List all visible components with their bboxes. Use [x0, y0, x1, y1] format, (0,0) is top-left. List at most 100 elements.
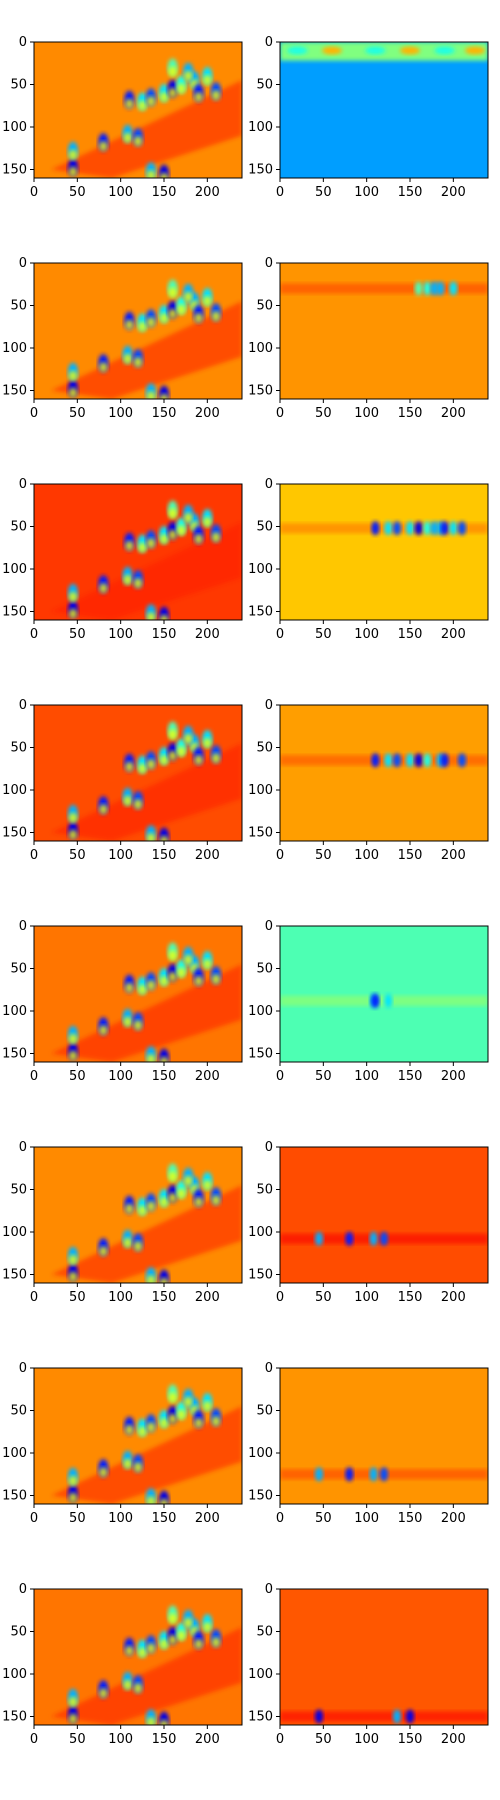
- heatmap-background: [280, 1368, 488, 1504]
- x-tick-label: 150: [152, 627, 177, 642]
- heatmap-blob-halo-0: [69, 1050, 77, 1061]
- heatmap-blob-halo-5: [125, 540, 134, 551]
- heatmap-blob-halo-7: [147, 538, 155, 549]
- y-tick-label: 150: [248, 826, 273, 841]
- heatmap-blob-halo-17: [147, 391, 155, 399]
- x-tick-label: 0: [276, 1069, 284, 1084]
- heatmap-blob-halo-4: [134, 1683, 142, 1694]
- heatmap-blob-halo-5: [125, 1645, 134, 1656]
- x-tick-label: 100: [108, 1069, 133, 1084]
- y-tick-label: 150: [2, 1710, 27, 1725]
- heatmap-blob-halo-8: [160, 755, 168, 765]
- y-tick-label: 100: [248, 1225, 273, 1240]
- x-tick-label: 200: [195, 1290, 220, 1305]
- heatmap-blob-halo-9: [168, 750, 177, 761]
- heatmap-blob-halo-6: [138, 1205, 147, 1216]
- heatmap-blob-halo-13: [203, 738, 212, 748]
- panel-r4-c1: 0 50 100 150 200 0 50 100 150: [248, 919, 489, 1084]
- heatmap-blob-halo-2: [99, 141, 108, 152]
- heatmap-blob-halo-16: [184, 291, 193, 302]
- x-tick-label: 100: [354, 1069, 379, 1084]
- heatmap-blob-halo-8: [160, 92, 168, 102]
- heatmap-band-blob-4: [414, 521, 423, 536]
- heatmap-band-blob-2: [384, 993, 393, 1008]
- panel-r2-c0: 0 50 100 150 200 0 50 100 150: [2, 477, 243, 642]
- x-tick-label: 150: [152, 1069, 177, 1084]
- x-tick-label: 200: [441, 1290, 466, 1305]
- y-tick-label: 0: [19, 35, 27, 50]
- heatmap-strip-spot-5: [465, 46, 485, 55]
- y-tick-label: 100: [2, 1446, 27, 1461]
- x-tick-label: 100: [354, 1511, 379, 1526]
- heatmap-band-blob-2: [449, 281, 458, 296]
- panel-r7-c1: 0 50 100 150 200 0 50 100 150: [248, 1582, 489, 1747]
- y-tick-label: 100: [248, 341, 273, 356]
- heatmap-blob-halo-13: [203, 959, 212, 969]
- heatmap-blob-halo-10: [177, 967, 186, 978]
- heatmap-band-blob-1: [345, 1231, 354, 1246]
- x-tick-label: 200: [195, 1732, 220, 1747]
- x-tick-label: 50: [315, 406, 332, 421]
- y-tick-label: 0: [19, 1140, 27, 1155]
- heatmap-blob-halo-13: [203, 1622, 212, 1632]
- x-tick-label: 50: [69, 848, 86, 863]
- heatmap-blob-halo-3: [123, 1458, 132, 1469]
- heatmap-band-blob-5: [423, 753, 432, 768]
- x-tick-label: 50: [69, 185, 86, 200]
- y-tick-label: 100: [248, 1446, 273, 1461]
- y-tick-label: 100: [2, 1004, 27, 1019]
- heatmap-blob-halo-14: [212, 974, 220, 985]
- heatmap-blob-halo-4: [134, 578, 142, 589]
- x-tick-label: 150: [398, 185, 423, 200]
- axes-frame: [33, 1367, 243, 1505]
- heatmap-blob-halo-18: [160, 1056, 168, 1062]
- x-tick-label: 50: [69, 406, 86, 421]
- heatmap-blob-halo-12: [194, 976, 203, 986]
- heatmap-blob-halo-4: [134, 1241, 142, 1252]
- heatmap-blob-halo-6: [138, 1647, 147, 1658]
- y-tick-label: 0: [19, 919, 27, 934]
- heatmap-image: [280, 1589, 488, 1725]
- heatmap-blob-halo-0: [69, 1492, 77, 1503]
- heatmap-blob-halo-0: [69, 1271, 77, 1282]
- heatmap-blob-halo-7: [147, 96, 155, 107]
- y-tick-label: 50: [10, 520, 27, 535]
- heatmap-image: [34, 42, 242, 178]
- y-tick-label: 0: [19, 1361, 27, 1376]
- heatmap-blob-halo-15: [168, 66, 177, 77]
- heatmap-blob-halo-2: [99, 804, 108, 815]
- heatmap-blob-halo-10: [177, 525, 186, 536]
- heatmap-blob-halo-6: [138, 542, 147, 553]
- x-tick-label: 200: [441, 848, 466, 863]
- axes-frame: [279, 483, 489, 621]
- x-tick-label: 50: [69, 1511, 86, 1526]
- x-tick-label: 150: [152, 1732, 177, 1747]
- heatmap-blob-halo-12: [194, 534, 203, 544]
- heatmap-blob-halo-0: [69, 829, 77, 840]
- y-tick-label: 0: [265, 919, 273, 934]
- heatmap-image: [34, 263, 242, 399]
- panel-r0-c1: 0 50 100 150 200 0 50 100 150: [248, 35, 489, 200]
- heatmap-band-blob-1: [436, 281, 445, 296]
- y-tick-label: 100: [2, 1667, 27, 1682]
- y-tick-label: 50: [10, 1625, 27, 1640]
- heatmap-blob-halo-7: [147, 1643, 155, 1654]
- heatmap-blob-halo-17: [147, 1496, 155, 1504]
- heatmap-blob-halo-1: [69, 370, 77, 381]
- heatmap-blob-halo-17: [147, 1054, 155, 1062]
- x-tick-label: 50: [69, 1290, 86, 1305]
- y-tick-label: 100: [248, 1004, 273, 1019]
- x-tick-label: 200: [441, 1732, 466, 1747]
- heatmap-blob-halo-8: [160, 976, 168, 986]
- heatmap-blob-halo-17: [147, 1717, 155, 1725]
- x-tick-label: 150: [398, 406, 423, 421]
- heatmap-blob-halo-7: [147, 1201, 155, 1212]
- heatmap-image: [280, 263, 488, 399]
- y-tick-label: 50: [256, 78, 273, 93]
- x-tick-label: 100: [354, 185, 379, 200]
- heatmap-blob-halo-1: [69, 812, 77, 823]
- heatmap-blob-halo-10: [177, 1409, 186, 1420]
- heatmap-band: [280, 755, 488, 766]
- y-tick-label: 150: [248, 1710, 273, 1725]
- x-tick-label: 200: [441, 627, 466, 642]
